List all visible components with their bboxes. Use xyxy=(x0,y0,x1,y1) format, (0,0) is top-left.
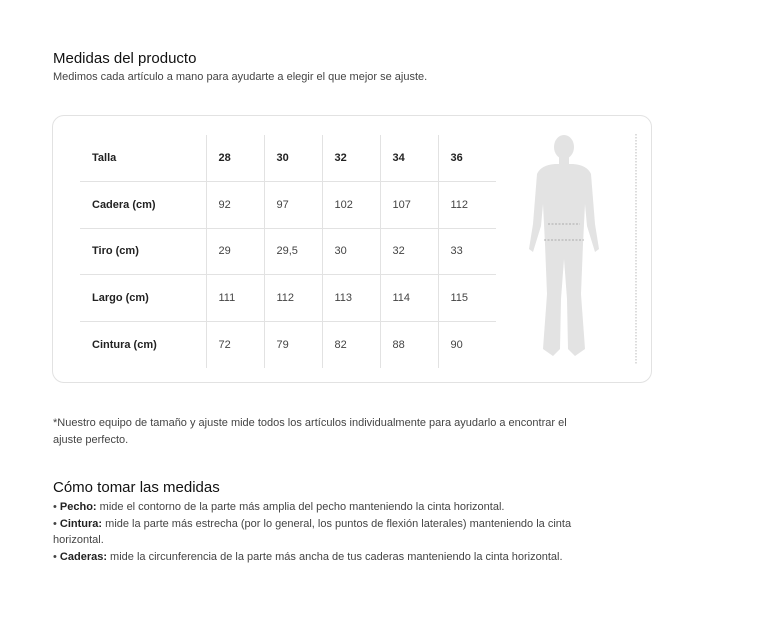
list-item: • Pecho: mide el contorno de la parte má… xyxy=(53,501,505,513)
table-cell: 29 xyxy=(205,227,264,275)
row-label: Talla xyxy=(92,152,117,164)
table-cell: 36 xyxy=(437,135,496,182)
page-title: Medidas del producto xyxy=(53,50,197,67)
table-cell: 82 xyxy=(321,320,380,368)
table-cell: 79 xyxy=(263,320,322,368)
list-item: • Cintura: mide la parte más estrecha (p… xyxy=(53,517,572,547)
table-cell: 29,5 xyxy=(263,227,322,275)
table-cell: 115 xyxy=(437,274,496,321)
table-cell: 102 xyxy=(321,181,380,228)
body-silhouette-icon xyxy=(529,134,637,364)
row-label: Tiro (cm) xyxy=(80,227,206,275)
table-cell: 32 xyxy=(321,135,380,182)
table-row: Talla 28 30 32 34 36 xyxy=(80,135,496,182)
table-cell: 111 xyxy=(205,274,264,321)
table-cell: 33 xyxy=(437,227,496,275)
table-cell: 92 xyxy=(205,181,264,228)
table-cell: 28 xyxy=(205,135,264,182)
list-item: • Caderas: mide la circunferencia de la … xyxy=(53,550,563,563)
howto-list: • Pecho: mide el contorno de la parte má… xyxy=(53,499,618,565)
table-cell: 112 xyxy=(263,274,322,321)
table-row: Tiro (cm) 29 29,5 30 32 33 xyxy=(80,227,496,275)
size-chart-card: Talla 28 30 32 34 36 Cadera (cm) 92 97 102 107 112 T… xyxy=(52,115,652,383)
table-cell: 112 xyxy=(437,181,496,228)
table-cell: 30 xyxy=(321,227,380,275)
table-cell: 97 xyxy=(263,181,322,228)
table-cell: 34 xyxy=(379,135,438,182)
page-subtitle: Medimos cada artículo a mano para ayudar… xyxy=(53,71,428,83)
table-row: Cadera (cm) 92 97 102 107 112 xyxy=(80,181,496,228)
table-row: Largo (cm) 111 112 113 114 115 xyxy=(80,274,496,321)
howto-title: Cómo tomar las medidas xyxy=(53,479,220,496)
table-cell: 113 xyxy=(321,274,380,321)
table-cell: 88 xyxy=(379,320,438,368)
table-row: Cintura (cm) 72 79 82 88 90 xyxy=(80,320,496,368)
table-cell: 30 xyxy=(263,135,322,182)
row-label: Cintura (cm) xyxy=(80,320,206,368)
measurement-note: *Nuestro equipo de tamaño y ajuste mide … xyxy=(53,417,567,446)
row-label: Largo (cm) xyxy=(80,274,206,321)
table-cell: 72 xyxy=(205,320,264,368)
row-label: Cadera (cm) xyxy=(80,181,206,228)
size-table: Talla 28 30 32 34 36 Cadera (cm) 92 97 102 107 112 T… xyxy=(80,135,496,368)
table-cell: 32 xyxy=(379,227,438,275)
table-cell: 107 xyxy=(379,181,438,228)
table-cell: 114 xyxy=(379,274,438,321)
table-cell: 90 xyxy=(437,320,496,368)
